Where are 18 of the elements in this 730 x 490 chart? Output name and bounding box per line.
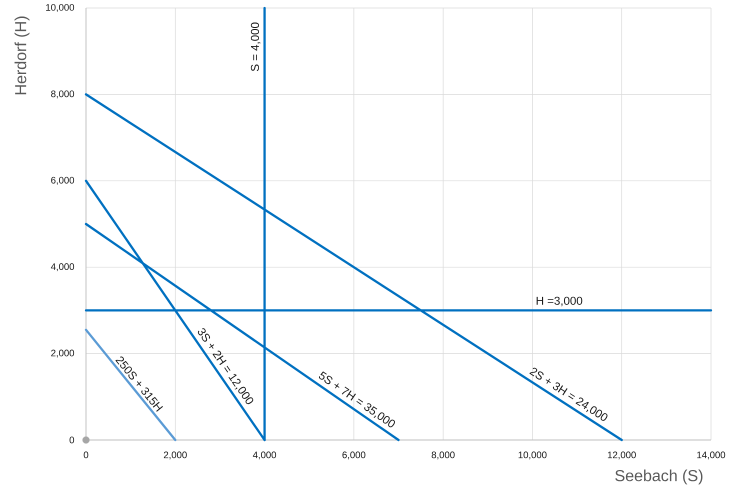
y-axis-title: Herdorf (H): [14, 16, 30, 94]
y-tick-label: 0: [70, 436, 74, 444]
x-tick-label: 0: [84, 452, 88, 458]
x-tick-label: 4,000: [252, 452, 276, 460]
y-tick-label: 6,000: [51, 176, 74, 185]
x-tick-label: 12,000: [608, 452, 636, 460]
annotation: S = 4,000: [250, 22, 260, 72]
x-tick-label: 8,000: [432, 452, 455, 460]
x-axis-title: Seebach (S): [615, 470, 702, 484]
y-tick-label: 8,000: [51, 90, 74, 98]
x-tick-label: 10,000: [518, 452, 547, 460]
y-tick-label: 2,000: [51, 350, 74, 358]
x-tick-label: 6,000: [342, 452, 366, 460]
y-tick-label: 10,000: [46, 4, 74, 12]
annotation: H =3,000: [536, 296, 582, 306]
x-tick-label: 14,000: [697, 452, 726, 460]
x-tick-label: 2,000: [164, 452, 187, 460]
y-tick-label: 4,000: [50, 263, 74, 272]
